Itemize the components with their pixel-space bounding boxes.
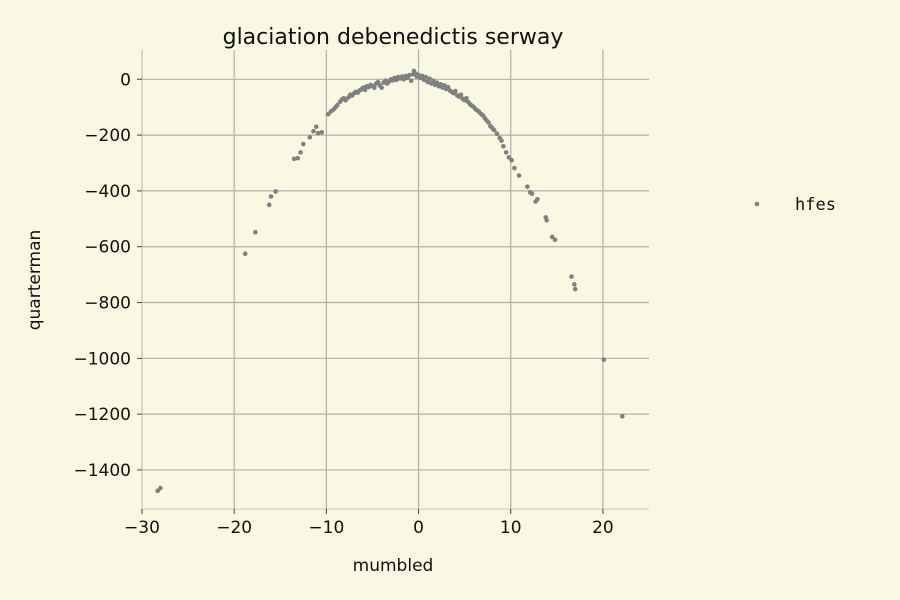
scatter-point (529, 191, 535, 196)
scatter-point (268, 194, 274, 199)
scatter-point (569, 274, 574, 279)
scatter-point (273, 189, 278, 194)
scatter-point (372, 85, 377, 90)
scatter-point (407, 72, 412, 78)
scatter-point (155, 488, 160, 494)
y-tick-label: −400 (84, 182, 131, 202)
scatter-point (572, 282, 577, 287)
scatter-point (516, 173, 522, 178)
scatter-point (266, 202, 272, 208)
scatter-point (438, 82, 443, 87)
scatter-point (301, 141, 306, 147)
x-ticks: −30 −20 −10 0 10 20 (124, 509, 614, 538)
x-tick-label: −20 (216, 518, 252, 538)
scatter-point (544, 217, 549, 223)
x-axis-label: mumbled (353, 556, 434, 576)
legend-label: hfes (795, 195, 836, 215)
scatter-point (499, 138, 504, 143)
chart-title: glaciation debenedictis serway (223, 25, 564, 50)
scatter-point (427, 76, 432, 82)
y-axis-label: quarterman (25, 230, 45, 331)
scatter-point (335, 102, 340, 108)
scatter-point (379, 85, 384, 90)
y-tick-label: −1000 (73, 349, 131, 369)
axes-spines (141, 50, 649, 510)
scatter-point (401, 77, 407, 82)
scatter-point (445, 84, 451, 90)
scatter-point (315, 130, 321, 136)
scatter-point (291, 156, 297, 162)
scatter-point (572, 286, 578, 292)
scatter-point (375, 79, 381, 85)
legend: hfes (754, 195, 836, 215)
y-tick-label: −1400 (73, 461, 131, 481)
y-tick-label: −800 (84, 294, 131, 314)
scatter-point (307, 135, 313, 140)
grid-lines (141, 50, 649, 509)
scatter-point (430, 78, 436, 83)
scatter-point (158, 485, 163, 491)
x-tick-label: −30 (124, 518, 160, 538)
x-tick-label: −10 (308, 518, 344, 538)
scatter-point (491, 127, 497, 133)
scatter-point (242, 251, 248, 256)
scatter-point (619, 414, 625, 419)
scatter-point (298, 150, 303, 155)
scatter-point (512, 165, 517, 171)
y-tick-label: −600 (84, 238, 131, 258)
scatter-point (295, 155, 301, 161)
scatter-point (501, 143, 506, 149)
scatter-point (494, 131, 500, 137)
scatter-point (253, 229, 258, 235)
scatter-point (425, 79, 431, 85)
scatter-point (453, 88, 458, 94)
y-tick-label: −200 (84, 126, 131, 146)
scatter-point (458, 92, 464, 97)
scatter-point (311, 128, 316, 134)
x-tick-label: 20 (592, 518, 614, 538)
data-points (155, 68, 625, 494)
y-tick-label: −1200 (73, 405, 131, 425)
scatter-point (408, 78, 414, 83)
scatter-point (313, 124, 319, 130)
y-ticks: 0 −200 −400 −600 −800 −1000 −1200 −1400 (73, 70, 142, 481)
scatter-point (442, 83, 447, 88)
y-tick-label: 0 (120, 70, 131, 90)
scatter-point (525, 184, 530, 190)
x-tick-label: 0 (413, 518, 424, 538)
scatter-point (535, 196, 540, 202)
scatter-point (343, 97, 349, 103)
scatter-point (464, 95, 469, 101)
legend-marker (754, 201, 760, 207)
scatter-point (503, 150, 509, 155)
scatter-point (319, 130, 325, 135)
scatter-point (419, 73, 425, 79)
scatter-point (509, 157, 514, 163)
scatter-point (434, 80, 440, 85)
scatter-point (552, 237, 558, 243)
x-tick-label: 10 (500, 518, 522, 538)
scatter-point (423, 74, 429, 80)
scatter-point (506, 155, 512, 160)
scatter-point (362, 87, 368, 93)
scatter-point (486, 120, 491, 125)
scatter-point (601, 357, 607, 363)
